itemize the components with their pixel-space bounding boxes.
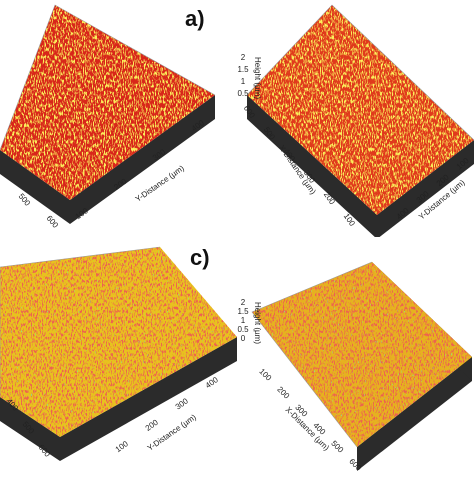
surface-group [0,4,216,224]
box-edge [0,4,216,151]
tick-label: 2 [241,53,246,62]
surface-texture [252,262,472,447]
tick-label: 0.5 [237,325,249,334]
tick-label: 500 [329,439,345,455]
tick-label: 200 [144,418,161,433]
tick-label: 1.5 [237,65,249,74]
side-wall [0,150,70,224]
side-wall [247,95,377,237]
side-wall [0,397,60,461]
surface-group [251,261,472,471]
side-wall [377,140,474,237]
surface-group [0,246,237,461]
axis-title: Height (µm) [253,302,262,344]
side-wall [70,95,215,224]
axis-title: Height (µm) [253,57,262,99]
panel-label: a) [185,6,205,31]
tick-label: 600 [45,214,61,230]
surface-texture [0,5,215,200]
tick-label: 1 [241,316,246,325]
box-edge [246,4,474,141]
tick-label: 1.5 [237,307,249,316]
tick-label: 100 [114,439,131,454]
surface-texture [247,5,474,215]
tick-label: 1 [241,77,246,86]
tick-label: 0.5 [237,89,249,98]
tick-label: 0 [241,334,246,343]
tick-label: 200 [275,385,291,401]
tick-label: 300 [174,396,191,411]
box-edge [0,246,161,397]
panel-label: c) [190,245,210,270]
side-wall [357,357,472,471]
tick-label: 2 [241,298,246,307]
tick-label: 100 [257,367,273,383]
side-wall [60,337,237,461]
box-edge [251,261,373,448]
surface-group [246,4,474,237]
surface-texture [0,247,237,437]
